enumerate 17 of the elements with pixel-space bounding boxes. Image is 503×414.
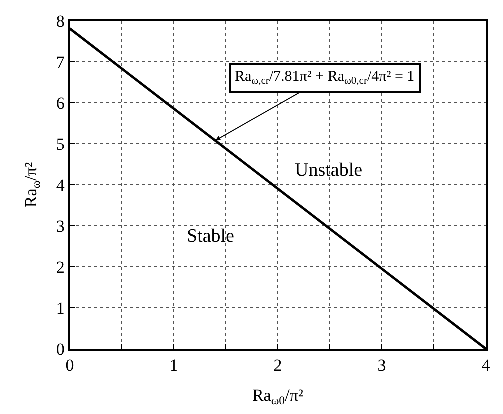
x-tick-label: 4 (482, 356, 491, 376)
y-tick-label: 7 (56, 52, 66, 72)
annotation: Unstable (295, 160, 363, 181)
annotation: Stable (187, 226, 234, 247)
y-tick-label: 1 (56, 298, 65, 318)
x-axis-title: Ra$_{ω0}$/π² (252, 386, 304, 408)
y-tick-label: 5 (56, 134, 65, 154)
y-tick-label: 8 (56, 12, 65, 31)
y-tick-label: 6 (56, 94, 65, 113)
y-tick-label: 2 (56, 258, 65, 277)
x-tick-label: 3 (378, 356, 386, 376)
y-tick-label: 4 (56, 176, 66, 195)
x-tick-label: 2 (274, 356, 282, 376)
y-tick-label: 0 (56, 340, 65, 359)
y-tick-label: 3 (56, 216, 65, 236)
x-tick-label: 1 (170, 356, 178, 376)
annotation: Ra$_{ω,cr}$/7.81π² + Ra$_{ω0,cr}$/4π² = 1 (235, 69, 415, 88)
